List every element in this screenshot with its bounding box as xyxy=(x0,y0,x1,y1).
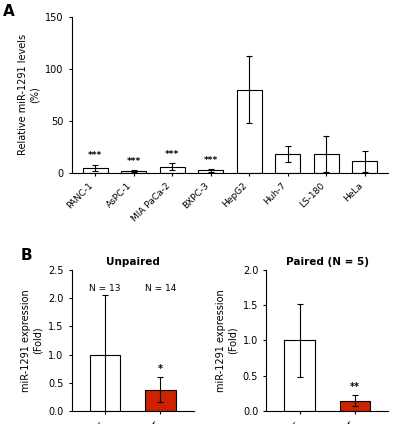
Y-axis label: miR-1291 expression
(Fold): miR-1291 expression (Fold) xyxy=(216,289,237,392)
Bar xyxy=(90,354,120,411)
Text: ***: *** xyxy=(126,157,141,166)
Y-axis label: miR-1291 expression
(Fold): miR-1291 expression (Fold) xyxy=(21,289,43,392)
Bar xyxy=(145,390,176,411)
Text: N = 13: N = 13 xyxy=(89,284,121,293)
Text: B: B xyxy=(21,248,32,263)
Y-axis label: Relative miR-1291 levels
(%): Relative miR-1291 levels (%) xyxy=(18,34,40,156)
Text: ***: *** xyxy=(165,150,179,159)
Text: ***: *** xyxy=(204,156,218,165)
Bar xyxy=(82,167,108,173)
Bar xyxy=(198,170,223,173)
Text: **: ** xyxy=(350,382,360,392)
Bar xyxy=(314,154,339,173)
Text: N = 14: N = 14 xyxy=(145,284,176,293)
Title: Unpaired: Unpaired xyxy=(106,257,160,268)
Bar xyxy=(237,90,262,173)
Bar xyxy=(340,401,370,411)
Text: *: * xyxy=(158,365,163,374)
Bar xyxy=(160,167,185,173)
Text: A: A xyxy=(2,5,14,20)
Title: Paired (N = 5): Paired (N = 5) xyxy=(286,257,369,268)
Text: ***: *** xyxy=(88,151,102,160)
Bar xyxy=(352,162,378,173)
Bar xyxy=(275,154,300,173)
Bar xyxy=(121,171,146,173)
Bar xyxy=(284,340,315,411)
